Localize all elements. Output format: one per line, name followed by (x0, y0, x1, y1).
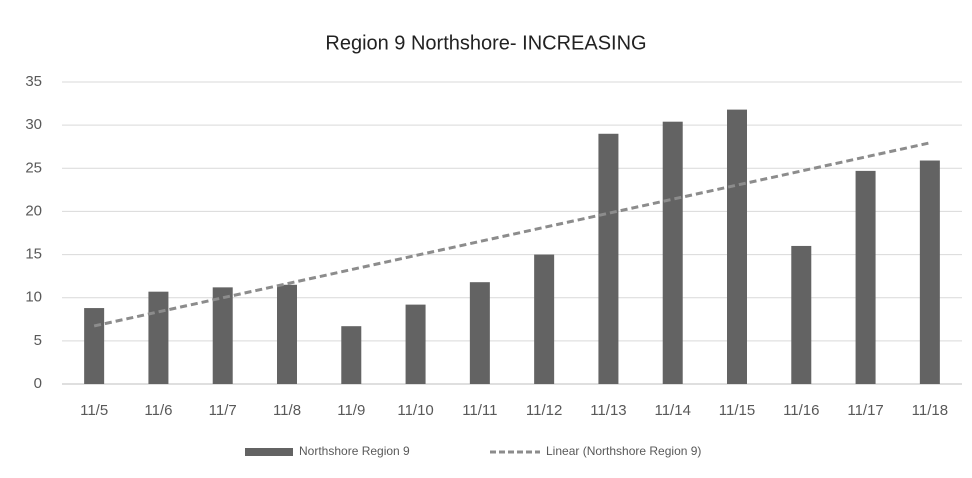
bar (212, 287, 233, 384)
y-tick-label: 20 (25, 202, 42, 219)
x-tick-label: 11/9 (337, 402, 365, 419)
bar (341, 326, 362, 384)
x-tick-label: 11/10 (397, 402, 433, 419)
bar (405, 304, 426, 384)
bar (662, 121, 683, 384)
x-tick-label: 11/16 (783, 402, 819, 419)
y-tick-label: 25 (25, 159, 42, 176)
y-tick-label: 15 (25, 246, 42, 263)
chart-title: Region 9 Northshore- INCREASING (325, 32, 646, 54)
y-tick-label: 5 (34, 332, 42, 349)
x-tick-label: 11/7 (209, 402, 237, 419)
bar (791, 245, 812, 384)
x-tick-label: 11/12 (526, 402, 562, 419)
x-tick-label: 11/5 (80, 402, 108, 419)
bar (727, 109, 747, 385)
bar (598, 133, 619, 384)
y-tick-label: 0 (34, 375, 42, 392)
bar (84, 308, 105, 384)
x-tick-label: 11/13 (590, 402, 626, 419)
x-tick-label: 11/18 (912, 402, 948, 419)
x-tick-label: 11/6 (144, 402, 172, 419)
y-tick-label: 35 (25, 73, 42, 90)
bar (855, 170, 876, 384)
legend-swatch (245, 448, 293, 456)
x-tick-label: 11/14 (654, 402, 690, 419)
bar (534, 254, 555, 384)
bar (919, 160, 940, 384)
x-tick-label: 11/11 (462, 402, 497, 419)
bar (277, 284, 297, 384)
x-tick-label: 11/17 (847, 402, 883, 419)
legend-label: Linear (Northshore Region 9) (546, 444, 701, 458)
legend-label: Northshore Region 9 (299, 444, 410, 458)
bar (469, 282, 490, 384)
y-tick-label: 10 (25, 289, 42, 306)
x-tick-label: 11/8 (273, 402, 301, 419)
bar (148, 291, 169, 384)
x-tick-label: 11/15 (719, 402, 755, 419)
y-tick-label: 30 (25, 116, 42, 133)
